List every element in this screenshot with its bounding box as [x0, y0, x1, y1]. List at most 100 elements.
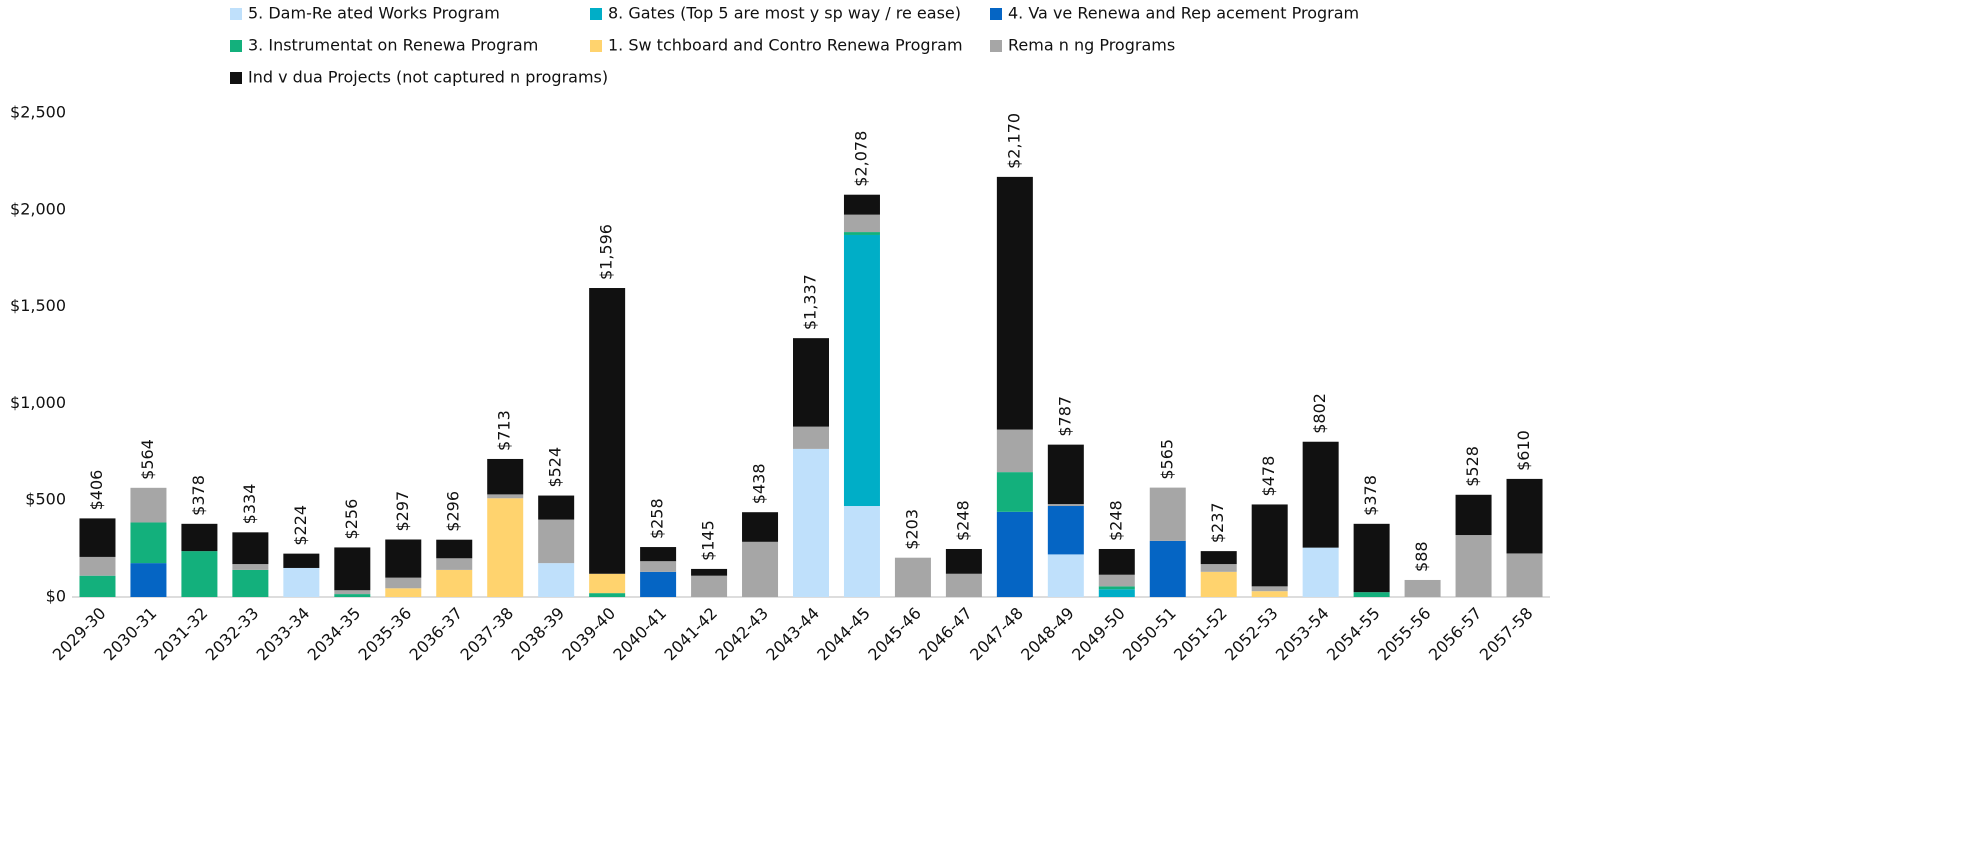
bar-segment	[1200, 571, 1237, 597]
bar-segment	[283, 553, 320, 568]
total-label: $258	[648, 498, 667, 539]
total-label: $438	[750, 463, 769, 504]
x-tick-label: 2053-54	[1272, 604, 1333, 665]
total-label: $88	[1412, 541, 1431, 572]
bar-segment	[894, 557, 931, 597]
bar-segment	[843, 214, 880, 233]
bar-segment	[130, 563, 167, 597]
bar-segment	[1047, 554, 1084, 597]
total-label: $256	[342, 499, 361, 540]
bar-segment	[691, 575, 728, 597]
x-tick-label: 2039-40	[558, 604, 619, 665]
total-label: $334	[240, 484, 259, 525]
bar-segment	[996, 511, 1033, 597]
legend-label: 5. Dam-Re ated Works Program	[248, 4, 500, 23]
x-tick-label: 2030-31	[100, 604, 161, 665]
bar-segment	[793, 338, 829, 427]
x-tick-label: 2054-55	[1323, 604, 1384, 665]
bar-segment	[436, 539, 473, 559]
bar-segment	[1251, 591, 1288, 597]
total-label: $528	[1463, 446, 1482, 487]
bar-segment	[1200, 564, 1237, 572]
total-label: $224	[291, 505, 310, 546]
bar-segment	[1098, 574, 1135, 587]
bar-segment	[1455, 535, 1492, 597]
bar-segment	[130, 522, 167, 564]
legend-swatch	[230, 40, 242, 52]
x-tick-label: 2033-34	[253, 604, 314, 665]
bar-segment	[1506, 553, 1543, 597]
total-label: $297	[393, 491, 412, 532]
bar-segment	[691, 568, 728, 576]
bar-segment	[640, 547, 677, 562]
bar-segment	[793, 426, 829, 449]
legend-swatch	[590, 40, 602, 52]
x-tick-label: 2046-47	[915, 604, 976, 665]
bar-segment	[1098, 548, 1135, 575]
bar-segment	[1455, 494, 1492, 536]
x-tick-label: 2036-37	[406, 604, 467, 665]
x-tick-label: 2055-56	[1374, 604, 1435, 665]
x-tick-label: 2056-57	[1425, 604, 1486, 665]
total-label: $203	[902, 509, 921, 550]
bar-segment	[1047, 444, 1084, 505]
bar-segment	[843, 232, 880, 235]
x-tick-label: 2029-30	[49, 604, 110, 665]
total-label: $248	[1106, 500, 1125, 541]
x-tick-label: 2052-53	[1221, 604, 1282, 665]
bar-segment	[1200, 551, 1237, 565]
x-tick-label: 2042-43	[711, 604, 772, 665]
total-label: $378	[1361, 475, 1380, 516]
bar-segment	[1302, 547, 1339, 597]
bar-segment	[589, 593, 626, 597]
bar-segment	[945, 573, 982, 597]
x-tick-label: 2057-58	[1476, 604, 1537, 665]
total-label: $713	[495, 410, 514, 451]
bar-segment	[385, 588, 422, 597]
y-tick-label: $0	[46, 587, 66, 606]
bar-segment	[385, 539, 422, 578]
bar-segment	[1302, 441, 1339, 548]
legend-label: 3. Instrumentat on Renewa Program	[248, 36, 538, 55]
total-label: $237	[1208, 502, 1227, 543]
legend-label: 8. Gates (Top 5 are most y sp way / re e…	[608, 4, 961, 23]
bar-segment	[334, 594, 371, 597]
bar-segment	[1251, 586, 1288, 592]
bar-segment	[232, 569, 269, 597]
legend-swatch	[590, 8, 602, 20]
bar-segment	[436, 569, 473, 597]
bar-segment	[996, 429, 1033, 473]
y-tick-label: $1,000	[10, 393, 66, 412]
total-label: $378	[189, 475, 208, 516]
total-label: $787	[1055, 396, 1074, 437]
bar-segment	[538, 563, 575, 597]
legend-swatch	[990, 8, 1002, 20]
x-tick-label: 2051-52	[1170, 604, 1231, 665]
total-label: $406	[87, 470, 106, 511]
bar-segment	[79, 575, 116, 597]
bar-segment	[793, 448, 829, 597]
y-tick-label: $2,000	[10, 199, 66, 218]
total-label: $802	[1310, 393, 1329, 434]
bar-segment	[843, 506, 880, 597]
total-label: $524	[546, 447, 565, 488]
total-label: $565	[1157, 439, 1176, 480]
legend-label: Ind v dua Projects (not captured n progr…	[248, 68, 608, 87]
bar-segment	[487, 458, 524, 495]
bar-segment	[640, 571, 677, 597]
bar-segment	[232, 532, 269, 565]
bar-segment	[1149, 487, 1186, 541]
bar-segment	[589, 573, 626, 594]
total-label: $564	[138, 439, 157, 480]
x-tick-label: 2035-36	[355, 604, 416, 665]
bar-segment	[589, 288, 626, 574]
bar-segment	[232, 564, 269, 570]
x-tick-label: 2043-44	[762, 604, 823, 665]
bar-segment	[538, 519, 575, 564]
total-label: $145	[699, 520, 718, 561]
bar-segment	[283, 567, 320, 597]
total-label: $2,170	[1004, 113, 1023, 169]
bar-segment	[334, 547, 371, 591]
bar-segment	[1353, 523, 1390, 593]
